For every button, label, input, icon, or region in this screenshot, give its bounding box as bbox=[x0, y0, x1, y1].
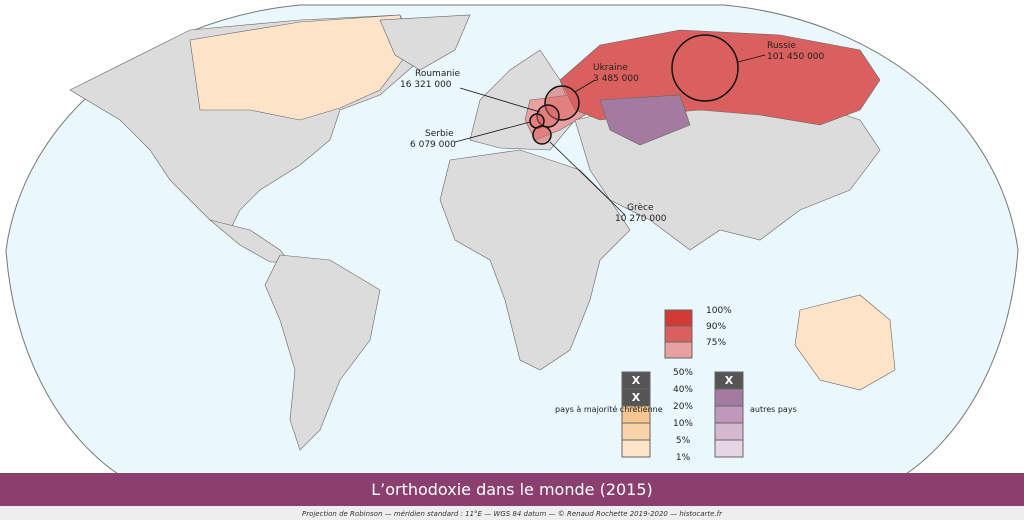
australia bbox=[794, 294, 896, 391]
legend-label: 50% bbox=[673, 368, 693, 378]
legend-label: 5% bbox=[676, 436, 691, 446]
na-mark: X bbox=[725, 374, 734, 387]
legend-label: 75% bbox=[706, 338, 726, 348]
callout-value: 6 079 000 bbox=[410, 140, 456, 150]
title-band bbox=[0, 473, 1024, 506]
callout-name: Serbie bbox=[425, 129, 454, 139]
leader-line bbox=[737, 54, 766, 63]
callout-value: 101 450 000 bbox=[767, 52, 825, 62]
legend-swatch bbox=[621, 439, 651, 458]
canada bbox=[189, 14, 411, 121]
callout-value: 16 321 000 bbox=[400, 80, 452, 90]
africa bbox=[439, 149, 631, 371]
kazakhstan bbox=[599, 94, 691, 146]
legend-swatch bbox=[664, 341, 693, 359]
legend-label: 10% bbox=[673, 419, 693, 429]
legend-label: 100% bbox=[706, 306, 732, 316]
legend-label: 40% bbox=[673, 385, 693, 395]
na-mark: X bbox=[632, 374, 641, 387]
south-america bbox=[264, 254, 381, 451]
legend-group-label: autres pays bbox=[750, 405, 797, 414]
legend-swatch bbox=[714, 388, 744, 407]
na-mark: X bbox=[632, 391, 641, 404]
callout-value: 3 485 000 bbox=[593, 74, 639, 84]
leader-line bbox=[454, 121, 531, 143]
legend-swatch bbox=[714, 422, 744, 441]
callout-name: Grèce bbox=[627, 202, 654, 213]
legend-swatch bbox=[621, 422, 651, 441]
legend-swatch bbox=[714, 405, 744, 424]
greenland bbox=[379, 14, 471, 71]
legend-swatch bbox=[664, 309, 693, 327]
legend-label: 90% bbox=[706, 322, 726, 332]
leader-line bbox=[549, 141, 626, 216]
leader-line bbox=[459, 87, 541, 113]
title: L’orthodoxie dans le monde (2015) bbox=[371, 480, 653, 499]
bubble-grece bbox=[532, 125, 552, 145]
leader-line bbox=[574, 79, 596, 93]
bubble-russie bbox=[671, 34, 739, 102]
legend-group-label: pays à majorité chrétienne bbox=[555, 404, 663, 414]
callout-name: Roumanie bbox=[415, 69, 461, 79]
callout-value: 10 270 000 bbox=[615, 214, 667, 224]
legend-swatch bbox=[664, 325, 693, 343]
callout-name: Ukraine bbox=[593, 63, 628, 73]
callout-name: Russie bbox=[767, 41, 796, 51]
credit-band bbox=[0, 506, 1024, 520]
legend-label: 20% bbox=[673, 402, 693, 412]
legend-swatch bbox=[714, 439, 744, 458]
legend-label: 1% bbox=[676, 453, 691, 463]
credit: Projection de Robinson — méridien standa… bbox=[302, 510, 723, 518]
